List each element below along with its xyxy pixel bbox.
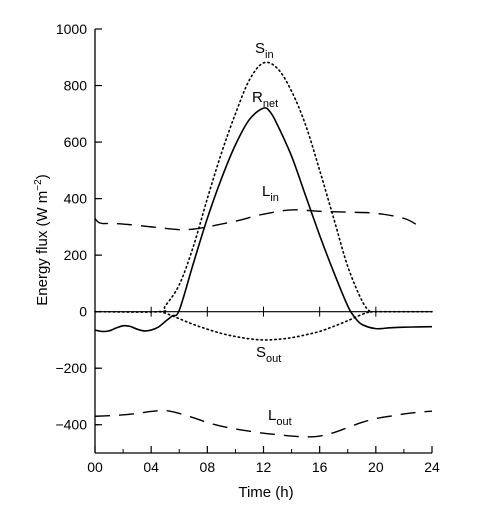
- series-line-l-in: [94, 209, 419, 231]
- x-tick-label: 16: [312, 459, 328, 475]
- x-tick-label: 04: [143, 459, 159, 475]
- plot-frame: [94, 29, 432, 454]
- y-axis-label-main: Energy flux (W m: [34, 191, 51, 306]
- series-line-r-net: [94, 107, 433, 333]
- series-labels: Sin Rnet Lin Sout Lout: [252, 40, 292, 428]
- series-label-l-out: Lout: [268, 407, 292, 428]
- x-tick-label: 20: [368, 459, 384, 475]
- y-tick-label: 600: [64, 134, 88, 150]
- series-line-s-out: [158, 310, 372, 341]
- y-axis-label-exponent: −2: [33, 179, 44, 191]
- y-tick-label: 800: [64, 78, 88, 94]
- series-line-l-out: [94, 409, 433, 438]
- y-tick-label: 1000: [56, 21, 87, 37]
- series-label-s-in: Sin: [255, 40, 274, 61]
- y-axis-label-close: ): [34, 174, 51, 179]
- y-tick-label: 400: [64, 191, 88, 207]
- x-tick-label: 12: [256, 459, 272, 475]
- x-axis-label: Time (h): [238, 484, 293, 501]
- x-tick-label: 08: [200, 459, 216, 475]
- series-label-l-in: Lin: [262, 183, 279, 204]
- x-tick-label: 24: [424, 459, 440, 475]
- x-tick-label: 00: [87, 459, 103, 475]
- y-tick-label: 0: [79, 304, 87, 320]
- series-line-s-in: [94, 61, 433, 314]
- y-tick-label: −400: [55, 417, 87, 433]
- series-label-r-net: Rnet: [252, 89, 278, 110]
- series-label-s-out: Sout: [256, 344, 281, 365]
- y-tick-label: −200: [55, 360, 87, 376]
- x-axis: 00 04 08 12 16 20 24: [87, 306, 440, 475]
- y-axis-label: Energy flux (W m−2): [33, 174, 51, 305]
- series-layer: [94, 61, 433, 438]
- y-axis: 1000 800 600 400 200 0 −200 −400: [55, 21, 102, 433]
- y-tick-label: 200: [64, 247, 88, 263]
